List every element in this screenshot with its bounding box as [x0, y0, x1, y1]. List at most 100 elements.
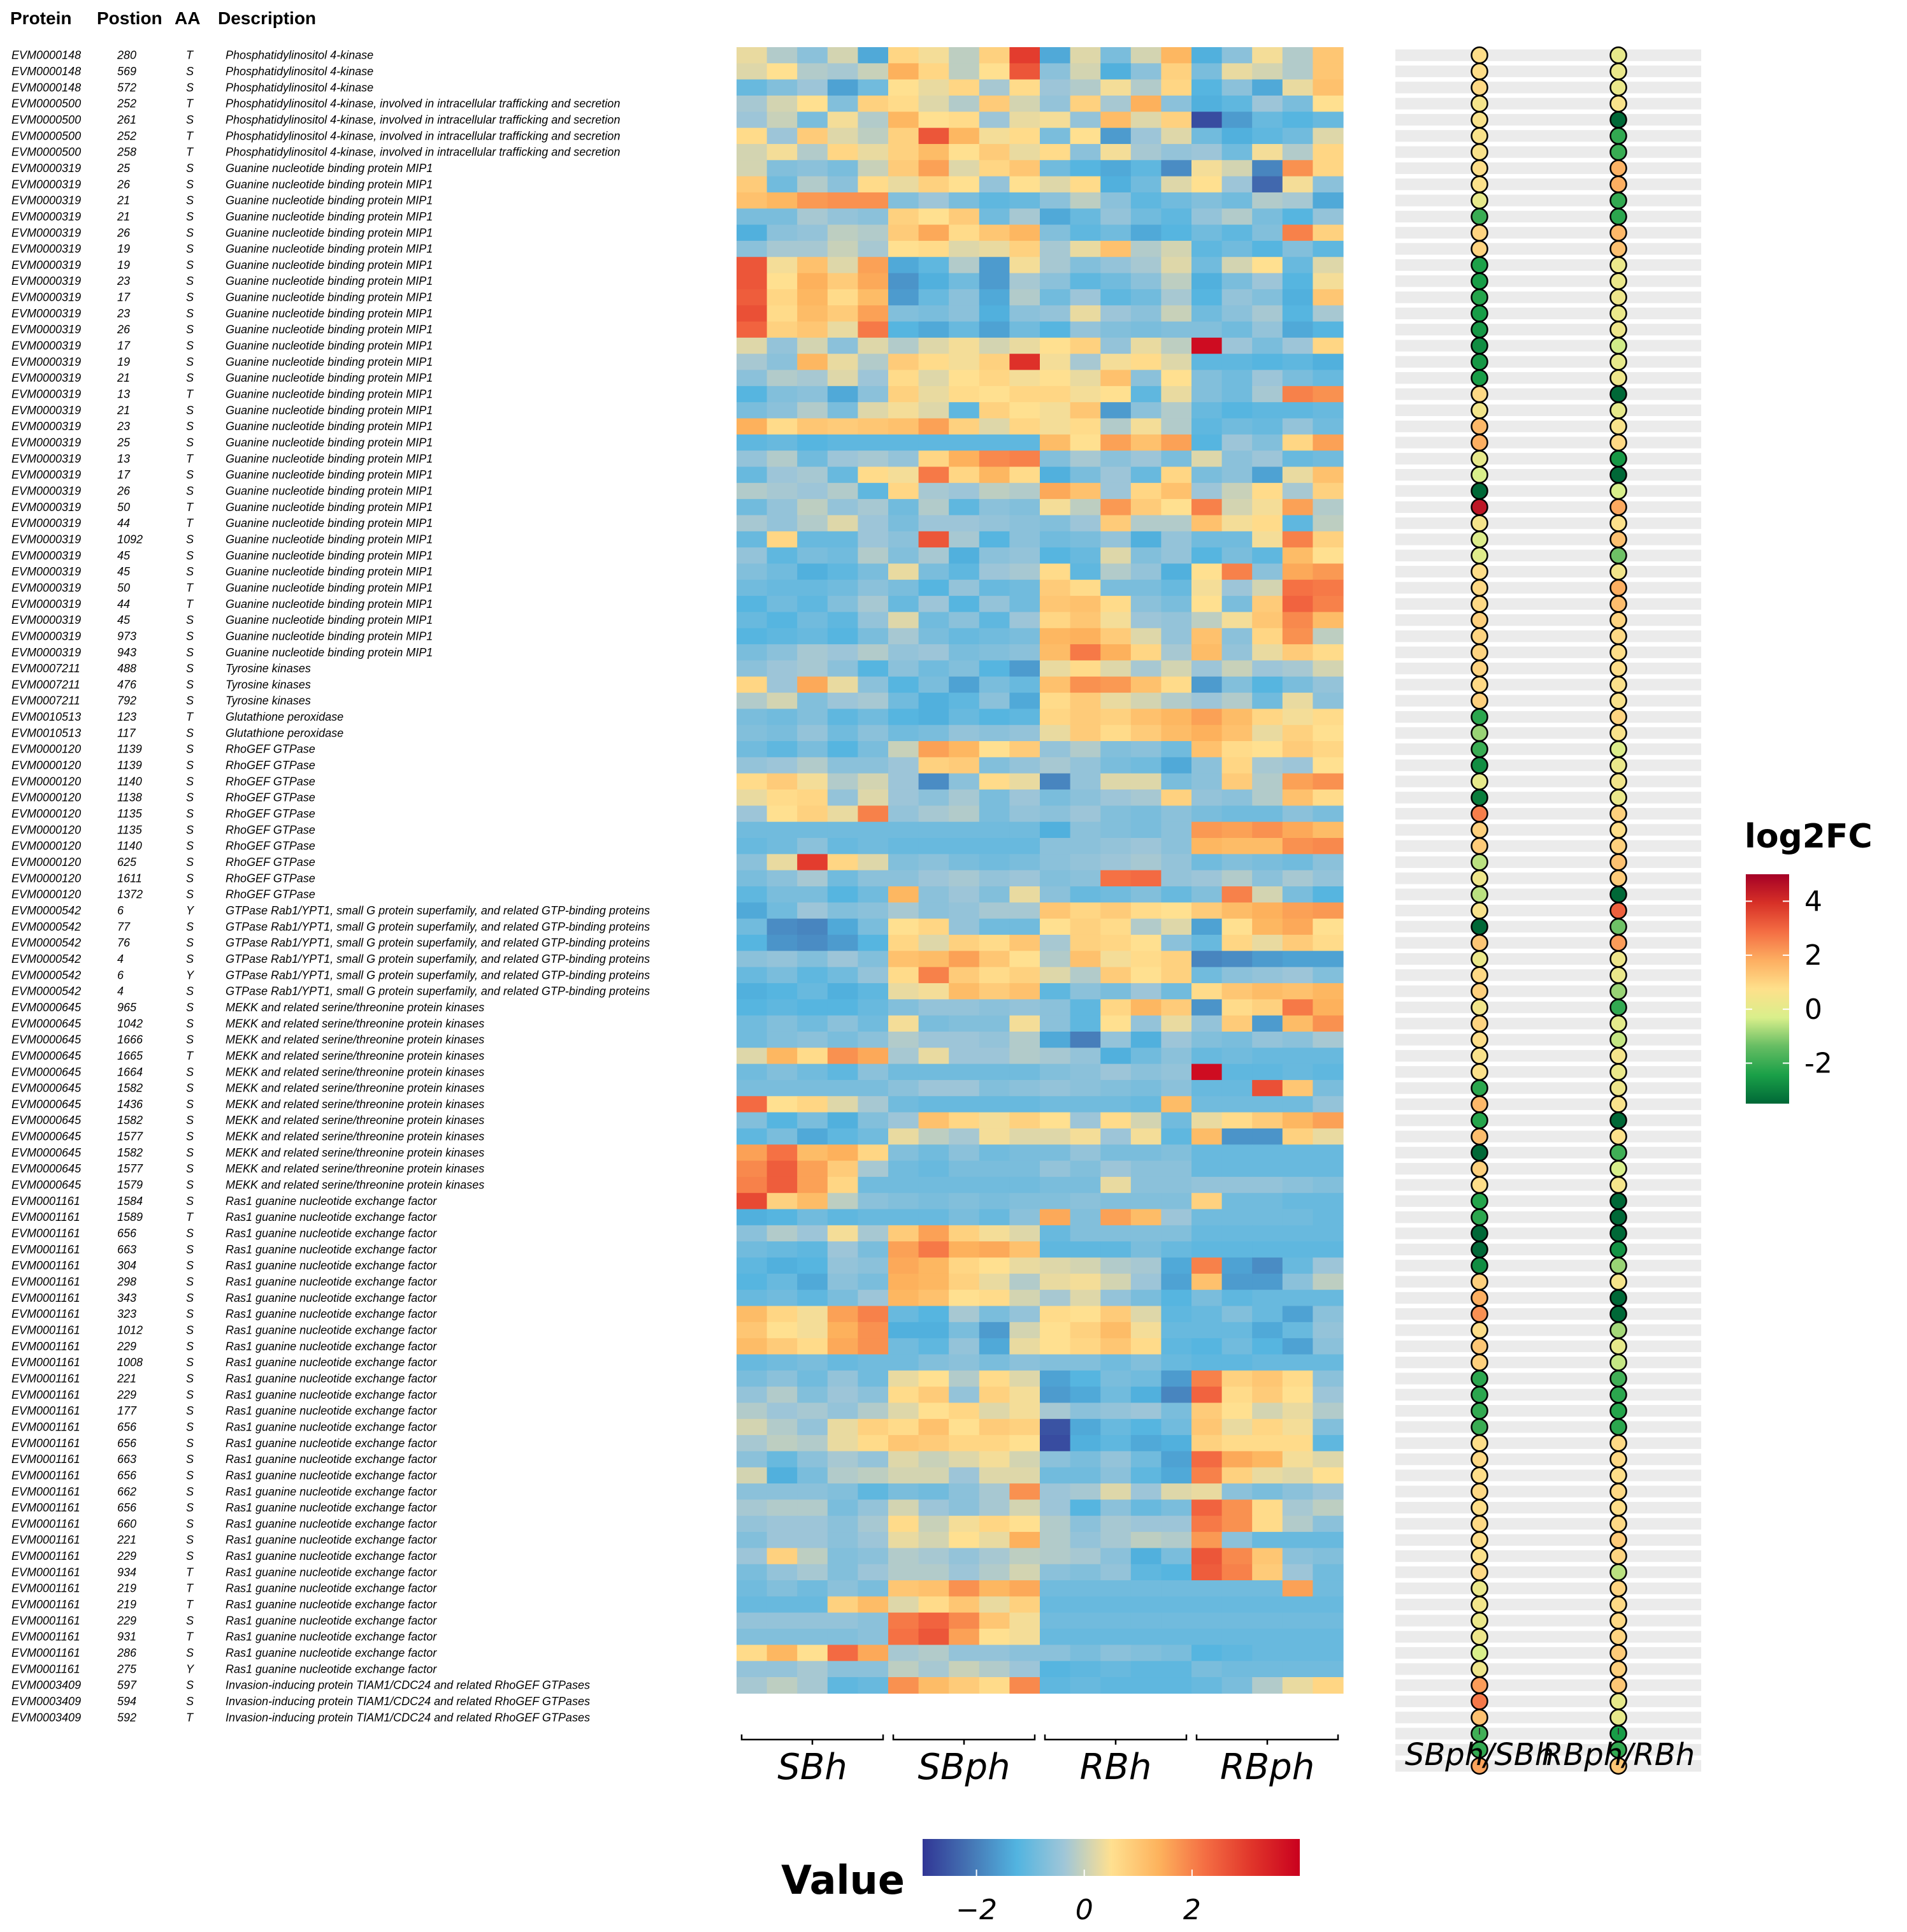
heatmap-cell — [1313, 854, 1344, 871]
heatmap-cell — [1009, 918, 1040, 935]
heatmap-cell — [918, 531, 949, 548]
heatmap-cell — [1313, 79, 1344, 96]
heatmap-cell — [1191, 1612, 1223, 1629]
heatmap-cell — [918, 321, 949, 338]
heatmap-cell — [1282, 1451, 1313, 1468]
heatmap-cell — [1252, 1290, 1283, 1307]
fc-dot — [1471, 1483, 1488, 1501]
heatmap-cell — [888, 224, 919, 242]
fc-dot — [1609, 1757, 1627, 1775]
heatmap-cell — [737, 1402, 768, 1420]
heatmap-cell — [888, 1661, 919, 1678]
row-protein-id: EVM0000542 — [11, 969, 81, 981]
heatmap-cell — [766, 95, 798, 112]
heatmap-cell — [737, 1645, 768, 1662]
fc-dot — [1609, 1644, 1627, 1662]
heatmap-cell — [858, 967, 889, 984]
heatmap-cell — [858, 1532, 889, 1549]
heatmap-cell — [888, 305, 919, 322]
heatmap-cell — [888, 757, 919, 774]
heatmap-cell — [797, 1048, 828, 1065]
heatmap-cell — [797, 160, 828, 177]
heatmap-cell — [979, 240, 1010, 257]
heatmap-cell — [1009, 1031, 1040, 1048]
heatmap-cell — [1221, 1515, 1253, 1532]
heatmap-cell — [1100, 1612, 1132, 1629]
heatmap-cell — [949, 805, 980, 823]
heatmap-cell — [1100, 79, 1132, 96]
heatmap-cell — [888, 1402, 919, 1420]
fc-dot — [1609, 530, 1627, 549]
heatmap-cell — [888, 1564, 919, 1581]
heatmap-cell — [766, 289, 798, 306]
heatmap-cell — [888, 612, 919, 629]
row-description: Guanine nucleotide binding protein MIP1 — [226, 436, 433, 449]
heatmap-cell — [1040, 838, 1071, 854]
row-amino-acid: S — [186, 291, 194, 304]
heatmap-cell — [949, 1499, 980, 1517]
heatmap-cell — [858, 1290, 889, 1307]
row-amino-acid: S — [186, 565, 194, 578]
row-position: 343 — [117, 1292, 136, 1304]
row-description: Ras1 guanine nucleotide exchange factor — [226, 1404, 437, 1417]
fc-dot — [1471, 1111, 1488, 1129]
fc-dot — [1609, 1531, 1627, 1549]
row-amino-acid: S — [186, 1065, 194, 1078]
heatmap-cell — [1070, 1661, 1101, 1678]
heatmap-cell — [1252, 1241, 1283, 1258]
heatmap-cell — [1100, 1290, 1132, 1307]
heatmap-cell — [1191, 434, 1223, 451]
heatmap-cell — [1161, 402, 1192, 419]
fc-track — [1395, 549, 1701, 561]
heatmap-cell — [1161, 531, 1192, 548]
heatmap-cell — [1161, 676, 1192, 693]
fc-dot — [1471, 191, 1488, 210]
heatmap-cell — [979, 208, 1010, 226]
heatmap-cell — [949, 208, 980, 226]
heatmap-cell — [979, 1015, 1010, 1032]
heatmap-cell — [1100, 466, 1132, 484]
heatmap-cell — [1100, 886, 1132, 903]
row-amino-acid: S — [186, 630, 194, 642]
heatmap-cell — [979, 1402, 1010, 1420]
heatmap-cell — [1252, 1225, 1283, 1242]
heatmap-cell — [1130, 676, 1162, 693]
fc-track — [1395, 162, 1701, 175]
header-description: Description — [218, 8, 316, 28]
heatmap-cell — [888, 63, 919, 80]
fc-dot — [1609, 998, 1627, 1016]
fc-dot — [1471, 805, 1488, 823]
heatmap-cell — [827, 902, 858, 919]
heatmap-cell — [1100, 676, 1132, 693]
heatmap-cell — [797, 724, 828, 742]
heatmap-cell — [858, 1257, 889, 1274]
value-tick-label: 0 — [1076, 1894, 1093, 1926]
heatmap-cell — [1221, 515, 1253, 532]
row-description: RhoGEF GTPase — [226, 872, 315, 884]
row-amino-acid: S — [186, 162, 194, 175]
row-protein-id: EVM0001161 — [11, 1404, 80, 1417]
heatmap-cell — [1100, 95, 1132, 112]
heatmap-cell — [1100, 821, 1132, 839]
fc-dot — [1609, 1434, 1627, 1452]
heatmap-cell — [1161, 1402, 1192, 1420]
heatmap-cell — [766, 612, 798, 629]
heatmap-cell — [1252, 47, 1283, 64]
heatmap-cell — [1130, 321, 1162, 338]
row-protein-id: EVM0000500 — [11, 113, 81, 126]
heatmap-cell — [949, 1128, 980, 1145]
fc-dot — [1609, 62, 1627, 80]
heatmap-cell — [737, 143, 768, 161]
heatmap-cell — [1100, 321, 1132, 338]
heatmap-cell — [737, 1596, 768, 1613]
heatmap-cell — [1252, 1128, 1283, 1145]
heatmap-cell — [797, 1467, 828, 1484]
heatmap-cell — [888, 934, 919, 951]
fc-dot — [1609, 902, 1627, 919]
log2fc-tick-label: 2 — [1804, 939, 1822, 972]
row-description: Guanine nucleotide binding protein MIP1 — [226, 549, 433, 562]
heatmap-cell — [1313, 870, 1344, 887]
heatmap-cell — [1009, 1273, 1040, 1290]
heatmap-cell — [1070, 176, 1101, 193]
heatmap-cell — [1252, 741, 1283, 758]
